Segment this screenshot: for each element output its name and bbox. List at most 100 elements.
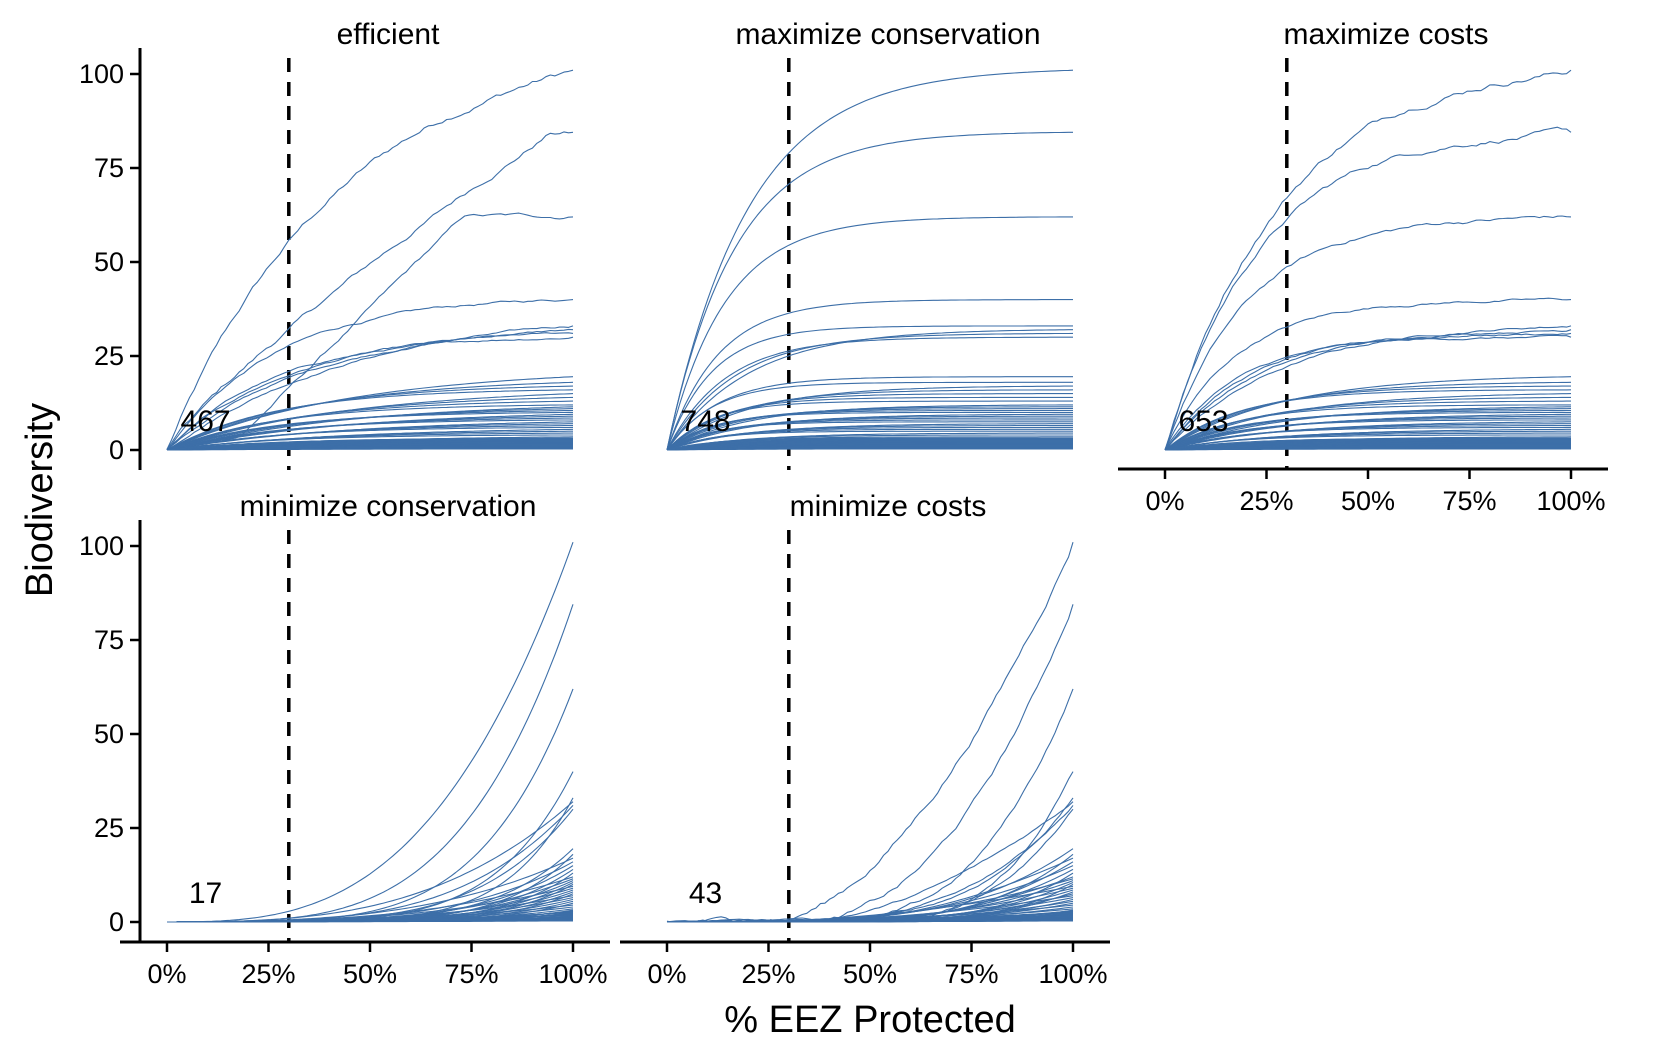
series-line-maximize-costs bbox=[1164, 438, 1571, 451]
x-tick-label: 75% bbox=[944, 959, 998, 989]
series-line-maximize-conservation bbox=[666, 437, 1073, 451]
y-tick-label: 25 bbox=[94, 341, 124, 371]
series-line-maximize-costs bbox=[1164, 441, 1571, 451]
y-tick-label: 25 bbox=[94, 813, 124, 843]
series-line-maximize-conservation bbox=[666, 438, 1073, 451]
series-line-efficient bbox=[166, 438, 573, 451]
count-label-efficient: 467 bbox=[181, 405, 231, 438]
series-line-maximize-conservation bbox=[666, 216, 1073, 451]
series-line-maximize-conservation bbox=[666, 299, 1073, 451]
series-line-maximize-costs bbox=[1164, 396, 1571, 451]
series-line-minimize-costs bbox=[667, 604, 1074, 923]
x-tick-label: 0% bbox=[147, 959, 186, 989]
count-label-minimize-conservation: 17 bbox=[189, 877, 222, 910]
count-label-maximize-costs: 653 bbox=[1179, 405, 1229, 438]
series-line-maximize-conservation bbox=[666, 381, 1073, 451]
series-line-minimize-costs bbox=[666, 688, 1074, 923]
series-line-maximize-conservation bbox=[666, 413, 1073, 451]
series-line-efficient bbox=[166, 69, 574, 450]
series-line-maximize-conservation bbox=[666, 400, 1073, 451]
series-line-minimize-conservation bbox=[167, 688, 574, 923]
series-line-maximize-costs bbox=[1164, 325, 1572, 451]
series-line-efficient bbox=[166, 441, 573, 451]
x-tick-label: 50% bbox=[1341, 486, 1395, 516]
series-line-maximize-conservation bbox=[666, 445, 1073, 451]
series-line-efficient bbox=[166, 439, 574, 451]
x-tick-label: 25% bbox=[741, 959, 795, 989]
facet-title-maximize-conservation: maximize conservation bbox=[735, 18, 1040, 51]
count-label-maximize-conservation: 748 bbox=[681, 405, 731, 438]
series-line-maximize-conservation bbox=[666, 408, 1073, 451]
series-line-efficient bbox=[166, 328, 574, 451]
series-line-maximize-conservation bbox=[666, 411, 1073, 451]
series-line-maximize-conservation bbox=[666, 439, 1073, 451]
series-line-maximize-costs bbox=[1164, 334, 1572, 451]
x-tick-label: 0% bbox=[647, 959, 686, 989]
series-line-maximize-conservation bbox=[666, 385, 1073, 451]
series-line-maximize-conservation bbox=[666, 332, 1074, 451]
facet-title-minimize-costs: minimize costs bbox=[790, 490, 987, 523]
series-line-maximize-costs bbox=[1164, 426, 1571, 451]
y-tick-label: 100 bbox=[79, 59, 124, 89]
series-line-efficient bbox=[166, 419, 574, 451]
series-line-minimize-conservation bbox=[167, 542, 574, 923]
series-line-efficient bbox=[166, 396, 574, 451]
series-line-maximize-conservation bbox=[666, 131, 1073, 451]
series-line-maximize-costs bbox=[1164, 393, 1572, 451]
series-line-maximize-conservation bbox=[666, 428, 1073, 451]
series-line-efficient bbox=[166, 385, 574, 451]
series-line-maximize-costs bbox=[1164, 215, 1572, 450]
series-line-maximize-costs bbox=[1164, 443, 1571, 451]
series-line-maximize-conservation bbox=[666, 444, 1073, 451]
series-line-minimize-costs bbox=[666, 542, 1074, 923]
x-tick-label: 50% bbox=[843, 959, 897, 989]
count-label-minimize-costs: 43 bbox=[689, 877, 722, 910]
series-line-maximize-costs bbox=[1164, 381, 1572, 451]
series-line-maximize-conservation bbox=[666, 325, 1073, 451]
series-line-minimize-conservation bbox=[167, 801, 574, 923]
x-tick-label: 100% bbox=[1536, 486, 1605, 516]
series-line-maximize-conservation bbox=[666, 439, 1073, 451]
x-tick-label: 25% bbox=[1239, 486, 1293, 516]
series-line-maximize-conservation bbox=[666, 421, 1073, 451]
series-line-efficient bbox=[166, 389, 574, 451]
series-line-maximize-conservation bbox=[666, 336, 1073, 451]
series-line-efficient bbox=[166, 299, 574, 451]
series-line-maximize-costs bbox=[1164, 409, 1571, 451]
series-line-efficient bbox=[166, 404, 573, 451]
series-line-efficient bbox=[166, 437, 573, 451]
series-line-efficient bbox=[166, 336, 574, 451]
x-tick-label: 50% bbox=[343, 959, 397, 989]
series-line-maximize-costs bbox=[1164, 437, 1571, 451]
series-line-efficient bbox=[166, 411, 573, 451]
facet-title-minimize-conservation: minimize conservation bbox=[240, 490, 537, 523]
series-line-maximize-costs bbox=[1164, 376, 1572, 451]
series-line-minimize-costs bbox=[667, 909, 1074, 923]
y-tick-label: 0 bbox=[109, 435, 124, 465]
y-tick-label: 75 bbox=[94, 153, 124, 183]
x-tick-label: 25% bbox=[241, 959, 295, 989]
y-tick-label: 50 bbox=[94, 719, 124, 749]
series-line-maximize-costs bbox=[1164, 404, 1571, 451]
series-line-maximize-conservation bbox=[666, 442, 1073, 451]
series-line-maximize-costs bbox=[1164, 411, 1571, 451]
series-line-maximize-costs bbox=[1164, 385, 1571, 451]
series-line-efficient bbox=[166, 131, 574, 450]
facet-title-efficient: efficient bbox=[337, 18, 441, 51]
series-line-maximize-conservation bbox=[666, 69, 1074, 451]
x-tick-label: 75% bbox=[1442, 486, 1496, 516]
x-tick-label: 100% bbox=[538, 959, 607, 989]
series-line-maximize-costs bbox=[1164, 421, 1571, 451]
series-line-efficient bbox=[166, 434, 573, 451]
series-line-maximize-conservation bbox=[666, 442, 1073, 451]
x-tick-label: 75% bbox=[444, 959, 498, 989]
y-tick-label: 0 bbox=[109, 907, 124, 937]
series-line-maximize-costs bbox=[1164, 389, 1572, 451]
series-line-efficient bbox=[166, 376, 574, 451]
facet-title-maximize-costs: maximize costs bbox=[1283, 18, 1488, 51]
x-axis-title: % EEZ Protected bbox=[724, 999, 1015, 1041]
series-line-maximize-costs bbox=[1164, 438, 1571, 451]
series-line-efficient bbox=[166, 438, 573, 451]
series-line-maximize-conservation bbox=[666, 396, 1073, 451]
